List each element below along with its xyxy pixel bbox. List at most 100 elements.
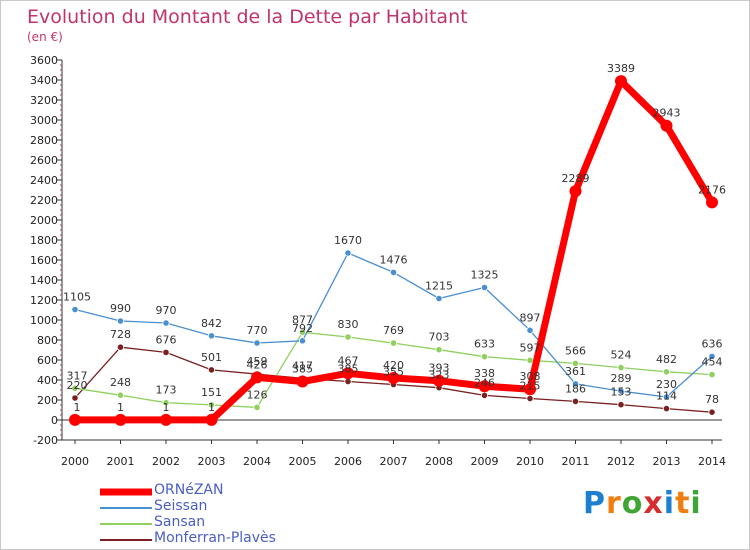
data-point-seissan: [253, 339, 261, 347]
data-point-ornezan: [524, 383, 536, 396]
x-tick-label: 2003: [198, 455, 226, 468]
data-point-sansan: [571, 359, 580, 367]
data-point-ornezan: [706, 196, 718, 209]
legend-item-monferran-plaves[interactable]: Monferran-Plavès: [100, 530, 360, 548]
data-label-seissan: 1105: [63, 291, 91, 304]
legend-swatch-ornezan: [100, 488, 152, 496]
legend-swatch-sansan: [100, 523, 152, 525]
data-point-sansan: [480, 353, 489, 361]
data-label-seissan: 1325: [471, 269, 499, 282]
data-label-monferran-plaves: 676: [156, 333, 177, 346]
data-label-monferran-plaves: 417: [292, 359, 313, 372]
data-label-monferran-plaves: 501: [201, 351, 222, 364]
data-label-seissan: 289: [611, 372, 632, 385]
data-point-seissan: [571, 380, 580, 388]
data-point-sansan: [617, 363, 625, 372]
x-tick-label: 2010: [516, 455, 544, 468]
y-tick-label: 3600: [30, 54, 58, 67]
data-label-seissan: 970: [156, 304, 177, 317]
data-point-ornezan: [615, 75, 627, 88]
data-label-ornezan: 420: [383, 359, 404, 372]
x-tick-label: 2002: [152, 455, 180, 468]
logo-letter: P: [583, 486, 606, 521]
data-point-sansan: [207, 401, 216, 409]
data-point-sansan: [298, 328, 307, 336]
data-label-seissan: 636: [702, 337, 723, 350]
data-point-sansan: [662, 368, 671, 376]
chart-unit: (en €): [27, 30, 63, 44]
data-point-seissan: [162, 319, 170, 327]
y-tick-label: 3000: [30, 114, 58, 127]
data-label-monferran-plaves: 153: [611, 386, 632, 399]
data-label-sansan: 703: [429, 331, 450, 344]
data-label-sansan: 173: [156, 384, 177, 397]
legend: ORNéZAN Seissan Sansan Monferran-Plavès: [100, 482, 360, 548]
x-tick-label: 2009: [471, 455, 499, 468]
data-label-sansan: 566: [565, 344, 586, 357]
data-point-seissan: [116, 317, 125, 325]
x-tick-label: 2004: [243, 455, 271, 468]
y-tick-label: 1000: [30, 314, 58, 327]
data-label-monferran-plaves: 246: [474, 376, 495, 389]
data-label-ornezan: 1: [117, 401, 124, 414]
data-point-seissan: [344, 249, 352, 257]
x-tick-label: 2014: [698, 455, 726, 468]
y-tick-label: 2800: [30, 134, 58, 147]
data-label-seissan: 770: [247, 324, 268, 337]
data-point-monferran-plaves: [116, 343, 125, 351]
data-point-ornezan: [433, 374, 445, 387]
y-tick-label: 2000: [30, 214, 58, 227]
data-label-monferran-plaves: 459: [247, 355, 268, 368]
data-label-monferran-plaves: 78: [705, 393, 719, 406]
legend-label-ornezan: ORNéZAN: [154, 482, 224, 498]
data-label-ornezan: 338: [474, 367, 495, 380]
x-tick-label: 2012: [607, 455, 635, 468]
data-label-sansan: 126: [247, 388, 268, 401]
y-tick-label: 3200: [30, 94, 58, 107]
data-point-ornezan: [114, 413, 127, 426]
legend-swatch-monferran-plaves: [100, 539, 152, 541]
data-point-seissan: [207, 332, 216, 340]
data-point-sansan: [389, 339, 398, 347]
data-point-sansan: [162, 399, 170, 407]
data-label-seissan: 1215: [425, 280, 453, 293]
data-label-monferran-plaves: 728: [110, 328, 131, 341]
x-tick-label: 2005: [289, 455, 317, 468]
y-tick-label: 800: [37, 334, 58, 347]
data-label-sansan: 454: [702, 356, 723, 369]
data-point-ornezan: [387, 372, 400, 384]
data-label-seissan: 897: [520, 311, 541, 324]
proxiti-logo: Proxiti: [583, 486, 702, 521]
data-label-seissan: 792: [292, 322, 313, 335]
data-point-monferran-plaves: [617, 401, 625, 409]
data-point-seissan: [662, 393, 671, 401]
x-tick-label: 2008: [425, 455, 453, 468]
data-point-monferran-plaves: [662, 404, 671, 413]
x-tick-label: 2000: [61, 455, 89, 468]
data-label-seissan: 990: [110, 302, 131, 315]
legend-item-seissan[interactable]: Seissan: [100, 498, 360, 516]
data-label-monferran-plaves: 220: [67, 379, 88, 392]
legend-swatch-seissan: [100, 507, 152, 509]
data-label-ornezan: 2943: [653, 107, 681, 120]
data-point-sansan: [344, 333, 352, 341]
data-label-monferran-plaves: 215: [520, 380, 541, 393]
data-point-monferran-plaves: [708, 408, 716, 416]
data-label-monferran-plaves: 186: [565, 382, 586, 395]
data-label-sansan: 248: [110, 376, 131, 389]
x-tick-label: 2001: [107, 455, 135, 468]
y-tick-label: 200: [37, 394, 58, 407]
data-point-seissan: [435, 294, 443, 303]
data-point-ornezan: [660, 119, 673, 132]
data-label-ornezan: 1: [208, 401, 215, 414]
data-point-seissan: [71, 305, 79, 314]
data-point-sansan: [116, 391, 125, 399]
y-tick-label: 1600: [30, 254, 58, 267]
logo-letter: t: [675, 486, 691, 521]
legend-item-sansan[interactable]: Sansan: [100, 514, 360, 532]
logo-letter: i: [690, 486, 702, 521]
legend-item-ornezan[interactable]: ORNéZAN: [100, 482, 360, 500]
data-point-monferran-plaves: [571, 397, 580, 405]
